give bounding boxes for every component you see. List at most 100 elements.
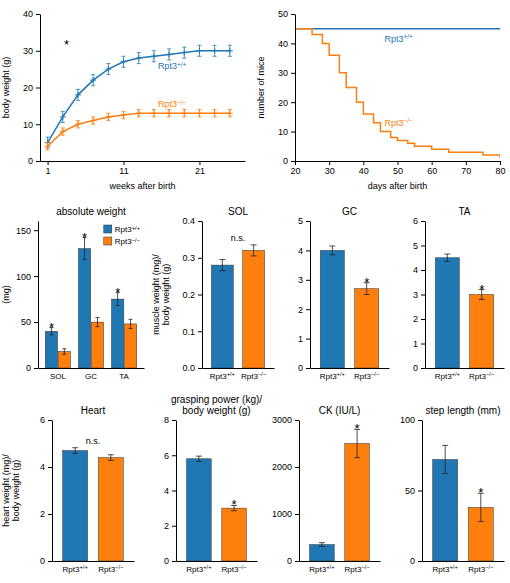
error-bar (197, 110, 201, 117)
tick-label: Rpt3−/− (468, 564, 494, 573)
axis-line (203, 368, 275, 369)
tick-mark (418, 491, 422, 492)
tick: 150 (16, 226, 38, 236)
legend-swatch (104, 225, 112, 233)
axis-line (177, 561, 258, 562)
tick-label: 0.2 (182, 290, 195, 300)
error-bar (167, 49, 171, 60)
tick-label: 0.3 (182, 253, 195, 263)
panel: *Rpt3+/+Rpt3−/−050100step length (mm) (400, 405, 505, 574)
tick: Rpt3+/+ (320, 371, 346, 380)
tick-mark (295, 467, 299, 468)
tick-mark (306, 309, 310, 310)
tick-mark (291, 132, 295, 133)
tick: 0 (298, 363, 310, 373)
tick: 10 (278, 127, 295, 137)
x-axis-title: days after birth (368, 181, 428, 191)
tick-label: Rpt3+/+ (309, 564, 335, 573)
tick: 0 (283, 156, 295, 166)
tick-mark (432, 161, 433, 165)
tick-mark (291, 73, 295, 74)
y-axis-title-group: (mg) (1, 285, 11, 304)
tick-label: 0 (298, 363, 303, 373)
marker (227, 48, 233, 54)
axis-line (202, 222, 203, 369)
marker (60, 114, 66, 120)
panel: n.s.Rpt3+/+Rpt3−/−0246Heartheart weight … (1, 405, 135, 574)
tick: 0 (287, 556, 299, 566)
annotation: * (115, 285, 120, 300)
tick-mark (198, 331, 202, 332)
error-bar (106, 113, 110, 120)
annotation: * (49, 320, 54, 335)
tick-mark (306, 368, 310, 369)
axis-line (53, 561, 135, 562)
tick-label: 100 (400, 415, 415, 425)
tick-label: 1000 (272, 509, 292, 519)
tick-mark (398, 161, 399, 165)
tick-label: 30 (23, 46, 33, 56)
chart-title: grasping power (kg)/body weight (g) (171, 394, 262, 417)
marker (90, 118, 96, 124)
bar (45, 331, 57, 368)
tick-label: Rpt3+/+ (63, 564, 89, 573)
tick: 1000 (272, 509, 299, 519)
error-bar (91, 75, 95, 86)
error-bar (228, 45, 232, 56)
error-bar (61, 128, 65, 135)
tick-label: 40 (278, 39, 288, 49)
texts: n.s. (86, 436, 101, 446)
tick-label: 0.1 (182, 327, 195, 337)
error-bar (228, 110, 232, 117)
tick-label: Rpt3+/+ (210, 371, 236, 380)
marker (151, 110, 157, 116)
error-bar (219, 260, 225, 271)
chart-title: CK (IU/L) (319, 405, 361, 416)
tick-mark (198, 258, 202, 259)
tick-label: 3000 (272, 415, 292, 425)
bar (98, 458, 123, 561)
annotation: * (478, 485, 483, 500)
texts: * (478, 485, 483, 500)
annotation: * (479, 282, 484, 297)
tick-label: Rpt3−/− (344, 564, 370, 573)
legend-label: Rpt3−/− (115, 237, 141, 246)
tick-label: Rpt3+/+ (320, 371, 346, 380)
bar (345, 444, 370, 562)
chart-title: TA (458, 206, 470, 217)
texts: * (364, 275, 369, 290)
tick-mark (421, 221, 425, 222)
marker (196, 48, 202, 54)
tick: Rpt3−/− (241, 371, 267, 380)
tick-mark (421, 270, 425, 271)
tick: 0.4 (182, 216, 202, 226)
bar (78, 249, 90, 368)
error-bar (95, 317, 99, 326)
plot-area (211, 245, 264, 368)
y-axis-title-group: heart weight (mg)/body weight (g) (1, 454, 21, 527)
tick: 6 (164, 451, 176, 461)
marker (196, 110, 202, 116)
tick-mark (306, 221, 310, 222)
annotation: * (82, 230, 87, 245)
tick-label: 50 (393, 166, 403, 176)
tick-mark (172, 526, 176, 527)
y-axis-title: heart weight (mg)/body weight (g) (1, 454, 21, 527)
y-axis-title-group: body weight (g) (1, 57, 11, 119)
marker (105, 66, 111, 72)
tick-label: Rpt3−/− (98, 564, 124, 573)
tick-mark (306, 280, 310, 281)
tick-mark (295, 561, 299, 562)
tick-label: 70 (461, 166, 471, 176)
bar (91, 322, 103, 368)
marker (212, 48, 218, 54)
tick-mark (172, 420, 176, 421)
y-axis-title: (mg) (1, 285, 11, 304)
tick-label: 2 (164, 521, 169, 531)
tick: 3 (298, 275, 310, 285)
plot-area (187, 456, 247, 561)
tick: 11 (119, 161, 128, 176)
error-bar (442, 445, 448, 473)
panel: *Rpt3+/+Rpt3−/−0100020003000CK (IU/L) (272, 405, 381, 574)
y-axis-title: number of mice (256, 56, 266, 118)
